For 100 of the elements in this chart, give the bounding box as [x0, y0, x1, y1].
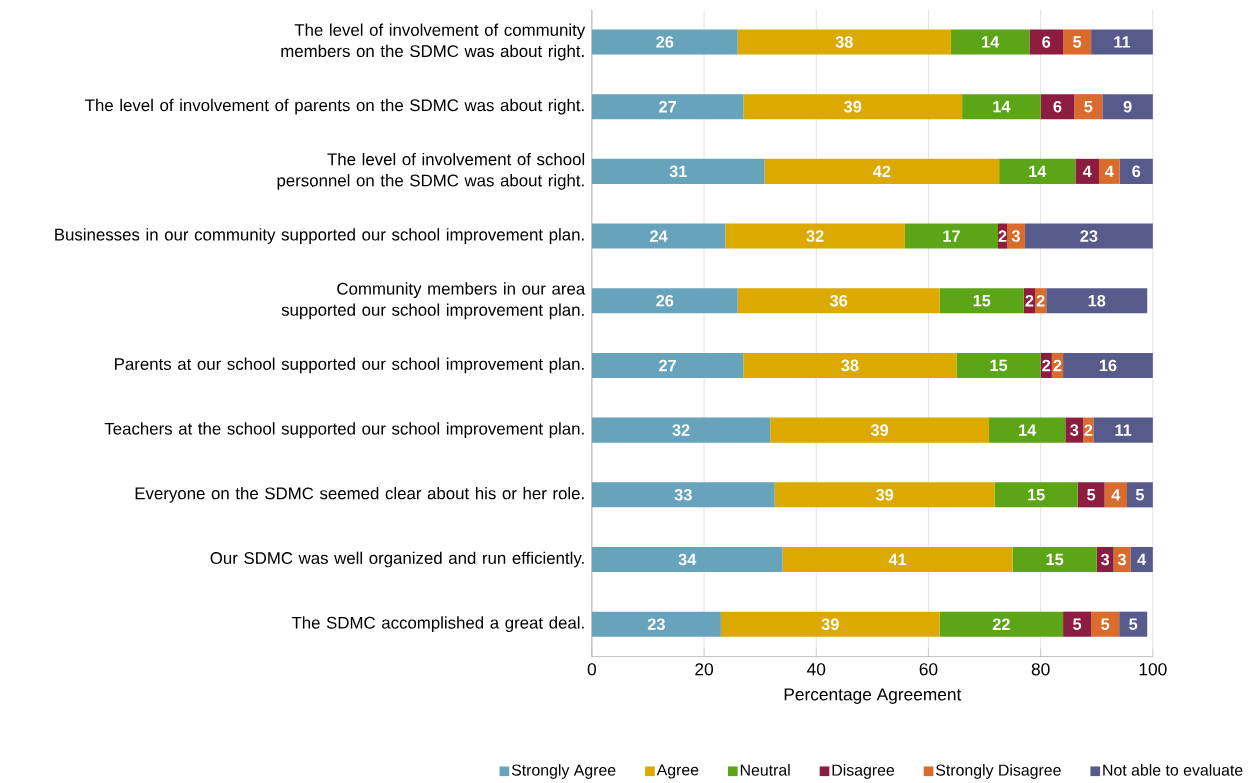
x-axis-title: Percentage Agreement	[784, 688, 962, 704]
bar	[591, 288, 738, 314]
data-label: 27	[659, 359, 676, 372]
x-tick-label: 20	[695, 663, 714, 676]
bar	[725, 223, 905, 249]
data-label: 26	[656, 36, 674, 48]
data-label: 5	[1087, 489, 1096, 501]
bar	[591, 546, 783, 573]
bar	[1077, 482, 1105, 508]
data-label: 4	[1111, 489, 1121, 501]
bar	[939, 288, 1024, 314]
data-label: 15	[990, 359, 1008, 372]
bar	[1102, 94, 1153, 120]
bar	[737, 29, 951, 55]
bar	[956, 352, 1041, 378]
data-label: 5	[1073, 36, 1082, 48]
bar	[1130, 546, 1153, 573]
data-label: 11	[1114, 36, 1131, 48]
legend-label: Neutral	[740, 764, 790, 776]
bar	[591, 611, 721, 637]
data-label: 22	[992, 618, 1010, 630]
data-label: 42	[873, 165, 891, 178]
data-label: 15	[1046, 553, 1064, 566]
bar	[1093, 417, 1153, 443]
x-tick-label: 100	[1139, 663, 1167, 676]
bar	[1075, 158, 1099, 184]
bar	[994, 482, 1078, 508]
bar	[1024, 223, 1153, 249]
data-label: 34	[678, 553, 697, 566]
bar	[1127, 482, 1153, 508]
y-tick-label: Community members in our area supported our school improvement plan.	[281, 282, 586, 320]
bar	[774, 482, 995, 508]
data-label: 2	[1084, 424, 1093, 436]
y-tick-label: The SDMC accomplished a great deal.	[291, 616, 584, 633]
bar	[1098, 158, 1120, 184]
bar	[591, 29, 738, 55]
bar	[1029, 29, 1064, 55]
bar	[1119, 158, 1153, 184]
data-label: 2	[1053, 359, 1062, 372]
data-label: 5	[1129, 618, 1138, 630]
data-label: 18	[1088, 294, 1106, 307]
data-label: 26	[656, 294, 674, 307]
y-tick-label: Everyone on the SDMC seemed clear about his or her role.	[135, 486, 584, 503]
bar	[737, 288, 940, 314]
data-label: 9	[1123, 100, 1132, 113]
data-label: 23	[647, 618, 665, 630]
bar	[1063, 611, 1092, 637]
y-tick-label: Parents at our school supported our school improvement plan.	[115, 357, 584, 374]
bar	[1091, 611, 1120, 637]
data-label: 38	[835, 36, 853, 48]
bar	[1012, 546, 1097, 573]
bar	[1091, 29, 1153, 55]
data-label: 39	[844, 100, 862, 113]
y-tick-label: The level of involvement of school personnel on the SDMC was about right.	[277, 152, 585, 190]
data-label: 33	[674, 489, 692, 501]
data-label: 15	[973, 295, 991, 307]
bar	[743, 94, 963, 120]
bar	[1063, 352, 1153, 378]
data-label: 3	[1117, 553, 1126, 566]
data-label: 14	[1029, 165, 1047, 177]
y-tick-label: Our SDMC was well organized and run efficiently.	[210, 551, 584, 568]
bar	[764, 158, 1000, 184]
data-label: 5	[1101, 618, 1110, 630]
data-label: 6	[1042, 36, 1051, 48]
legend-label: Not able to evaluate	[1103, 764, 1243, 776]
data-label: 39	[875, 489, 894, 501]
data-label: 4	[1105, 165, 1114, 177]
bar	[782, 546, 1013, 573]
data-label: 36	[829, 294, 848, 307]
data-label: 23	[1080, 230, 1098, 242]
bar	[1119, 611, 1148, 637]
data-label: 15	[1028, 489, 1045, 501]
bar	[904, 223, 998, 249]
data-label: 16	[1099, 359, 1117, 372]
data-label: 4	[1082, 165, 1092, 177]
data-label: 6	[1132, 165, 1141, 178]
bar	[591, 417, 771, 443]
bar	[1074, 94, 1103, 120]
x-tick-label: 80	[1031, 663, 1050, 676]
bar	[939, 611, 1064, 637]
data-label: 2	[1042, 359, 1051, 372]
data-label: 3	[1100, 553, 1110, 566]
data-label: 14	[982, 36, 1000, 48]
bar	[989, 417, 1066, 443]
data-label: 32	[806, 230, 824, 242]
bar	[720, 611, 940, 637]
data-label: 6	[1053, 100, 1062, 113]
bar	[1063, 29, 1092, 55]
data-label: 11	[1115, 424, 1132, 436]
data-label: 24	[650, 230, 668, 242]
y-tick-label: The level of involvement of community members on the SDMC was about right.	[281, 23, 586, 61]
legend-label: Agree	[656, 764, 699, 779]
bar	[591, 94, 744, 120]
data-label: 3	[1011, 230, 1020, 242]
data-label: 5	[1135, 489, 1145, 501]
y-tick-label: The level of involvement of parents on the SDMC was about right.	[85, 98, 584, 115]
data-label: 5	[1073, 618, 1082, 630]
data-label: 14	[1019, 424, 1037, 436]
data-label: 39	[870, 424, 889, 436]
x-tick-label: 0	[587, 663, 597, 676]
